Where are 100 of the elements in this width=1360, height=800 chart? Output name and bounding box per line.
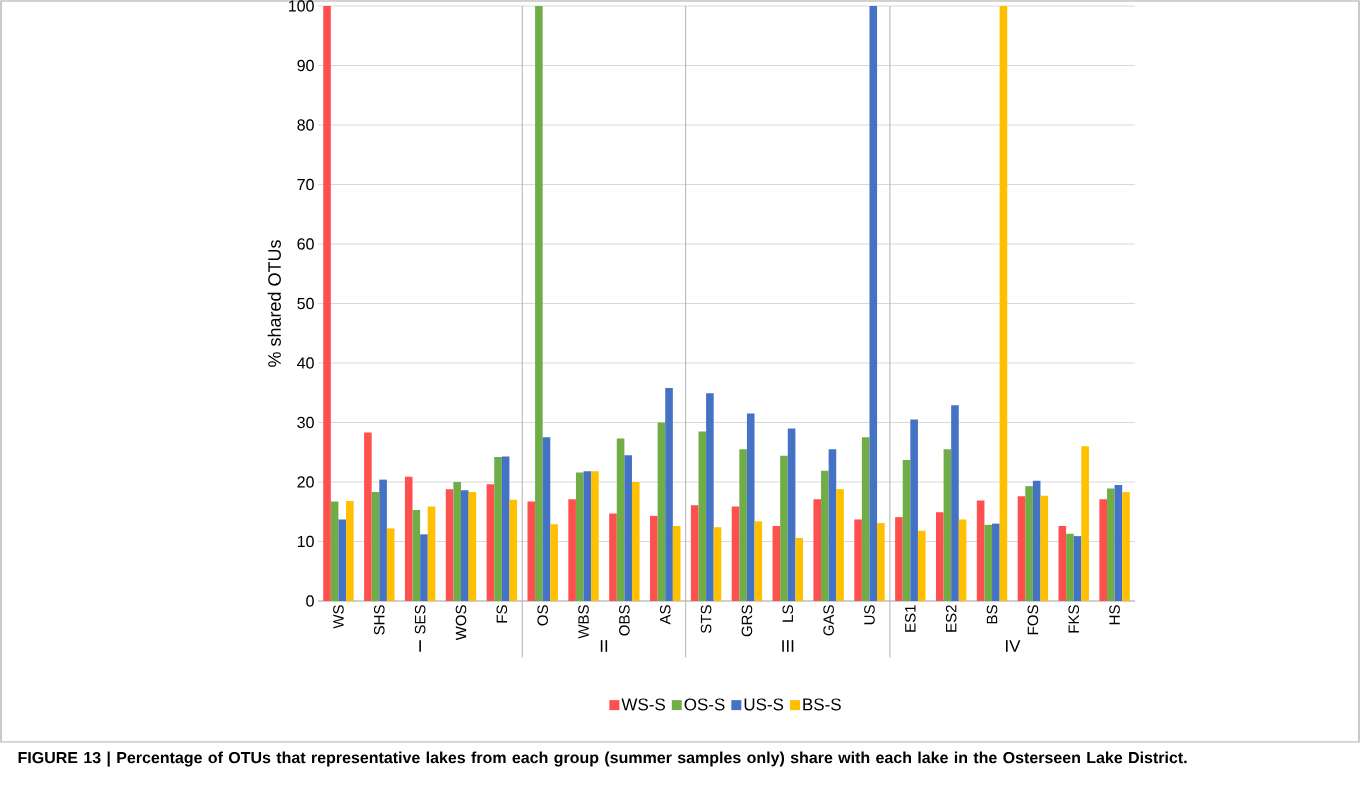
bar: [795, 537, 803, 601]
bar: [591, 471, 599, 601]
x-tick-label: GAS: [823, 605, 834, 636]
y-tick-label: 10: [297, 535, 314, 548]
bar: [1040, 495, 1049, 601]
bar: [501, 456, 510, 601]
bar: [780, 455, 788, 601]
bar: [992, 523, 1000, 601]
bar: [364, 432, 372, 601]
bar: [1099, 499, 1107, 601]
bar: [468, 492, 477, 601]
text: III: [782, 640, 794, 652]
bar: [616, 438, 625, 601]
y-tick-label: 30: [297, 416, 314, 429]
text: II: [600, 640, 608, 652]
bar: [1081, 446, 1089, 601]
bar: [958, 519, 967, 601]
legend-label: OS-S: [684, 698, 725, 711]
bar: [999, 5, 1008, 601]
bar: [412, 509, 421, 601]
bar: [624, 455, 632, 601]
bar: [731, 506, 740, 601]
x-tick-label: OBS: [619, 605, 630, 636]
bar: [713, 527, 722, 601]
bar: [902, 459, 911, 601]
bar: [486, 484, 495, 601]
bar: [494, 457, 502, 601]
y-axis-title: % shared OTUs: [267, 240, 281, 367]
bar: [550, 524, 558, 601]
y-tick-label: 60: [297, 238, 314, 250]
x-tick-label: AS: [659, 605, 671, 625]
legend-label: WS-S: [621, 698, 665, 711]
bar: [787, 428, 796, 601]
bar: [346, 501, 354, 601]
bar: [746, 413, 755, 601]
y-tick-label: 40: [297, 357, 314, 369]
bar: [1017, 496, 1026, 601]
bar: [861, 437, 870, 601]
x-tick-label: SES: [414, 605, 426, 634]
y-tick-label: 20: [297, 476, 314, 488]
bar: [943, 449, 952, 601]
y-tick-label: 100: [289, 0, 314, 12]
bar: [836, 489, 844, 601]
text: I: [419, 640, 421, 652]
x-tick-label: FS: [496, 605, 508, 623]
bar: [690, 505, 699, 601]
bar: [420, 534, 428, 601]
bar: [672, 526, 681, 601]
bar: [935, 512, 944, 601]
x-tick-label: FOS: [1027, 605, 1039, 635]
bar: [698, 431, 707, 601]
y-tick-label: 50: [297, 297, 314, 310]
bar: [976, 500, 985, 601]
bar: [1122, 492, 1130, 601]
bar: [821, 470, 829, 601]
x-tick-label: ES2: [945, 605, 957, 632]
bar: [609, 513, 617, 601]
x-tick-label: BS: [986, 605, 998, 624]
bar: [338, 519, 347, 601]
bar: [1106, 488, 1115, 601]
bar: [453, 481, 461, 601]
bar: [583, 471, 592, 601]
bar: [877, 523, 885, 601]
bar: [813, 499, 822, 601]
x-tick-label: WS: [333, 605, 344, 629]
bar: [527, 501, 536, 601]
x-tick-label: STS: [700, 605, 712, 634]
bar: [1032, 480, 1041, 601]
bar: [509, 499, 518, 601]
y-tick-label: 80: [297, 119, 314, 131]
x-tick-label: WBS: [578, 605, 589, 639]
bar: [386, 528, 395, 601]
bar: [951, 405, 959, 601]
bar: [568, 499, 576, 601]
bar: [1073, 536, 1082, 601]
x-tick-label: HS: [1109, 605, 1120, 625]
bar: [917, 530, 926, 601]
bar: [984, 524, 993, 601]
x-tick-label: FKS: [1068, 605, 1080, 633]
bar: [323, 5, 331, 601]
legend-label: US-S: [744, 698, 784, 711]
bar: [542, 437, 551, 601]
x-tick-label: OS: [537, 605, 548, 626]
bar: [330, 501, 339, 601]
bar: [404, 476, 413, 601]
bar: [1025, 486, 1033, 601]
bar: [535, 5, 543, 601]
bar: [427, 506, 436, 601]
text: FIGURE 13 | Percentage of OTUs that representative lakes from each group (summer samples only) share with each lake in the Osterseen Lake District.: [18, 751, 1187, 767]
text: IV: [1005, 640, 1021, 652]
y-tick-label: 90: [297, 59, 314, 72]
y-tick-label: 0: [306, 595, 314, 607]
bar: [772, 526, 781, 601]
bar: [910, 419, 918, 601]
x-tick-label: ES1: [905, 605, 916, 632]
bar: [1114, 484, 1123, 601]
bar: [650, 515, 658, 601]
bar: [895, 517, 903, 601]
bar: [460, 490, 469, 601]
x-tick-label: WOS: [455, 605, 467, 641]
